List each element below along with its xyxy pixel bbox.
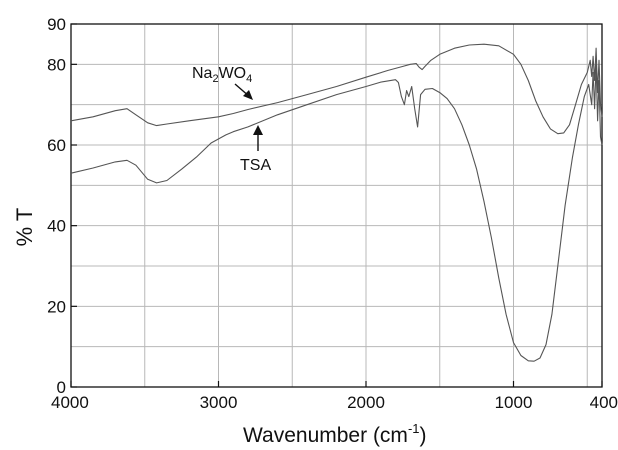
x-tick-label: 400 (590, 393, 618, 412)
y-tick-label: 40 (47, 217, 66, 236)
x-axis-title: Wavenumber (cm-1) (243, 421, 427, 447)
annotation-na2wo4-arrowhead (243, 90, 253, 100)
annotation-na2wo4: Na2WO4 (192, 65, 253, 100)
y-axis-title: % T (12, 208, 37, 247)
y-tick-label: 20 (47, 297, 66, 316)
series-line-tsa (70, 63, 603, 362)
x-axis-ticks: 4000 3000 2000 1000 400 (51, 381, 618, 412)
x-tick-label: 1000 (495, 393, 533, 412)
y-tick-label: 60 (47, 136, 66, 155)
plot-frame (70, 23, 603, 388)
y-tick-label: 0 (57, 378, 66, 397)
annotation-na2wo4-label: Na2WO4 (192, 65, 252, 85)
series-layer (70, 43, 603, 362)
x-axis-title-superscript: -1 (408, 421, 420, 436)
y-axis-ticks: 0 20 40 60 80 90 (47, 15, 77, 397)
x-tick-label: 3000 (200, 393, 238, 412)
annotation-tsa: TSA (240, 125, 271, 174)
x-axis-title-main: Wavenumber (cm (243, 424, 408, 447)
y-tick-label: 90 (47, 15, 66, 34)
x-tick-label: 4000 (51, 393, 89, 412)
annotation-tsa-arrowhead (253, 125, 263, 135)
y-tick-label: 80 (47, 55, 66, 74)
series-line-na2wo4 (70, 43, 603, 135)
x-axis-title-end: ) (420, 424, 427, 447)
grid (71, 24, 602, 387)
x-tick-label: 2000 (347, 393, 385, 412)
annotation-tsa-label: TSA (240, 157, 271, 174)
